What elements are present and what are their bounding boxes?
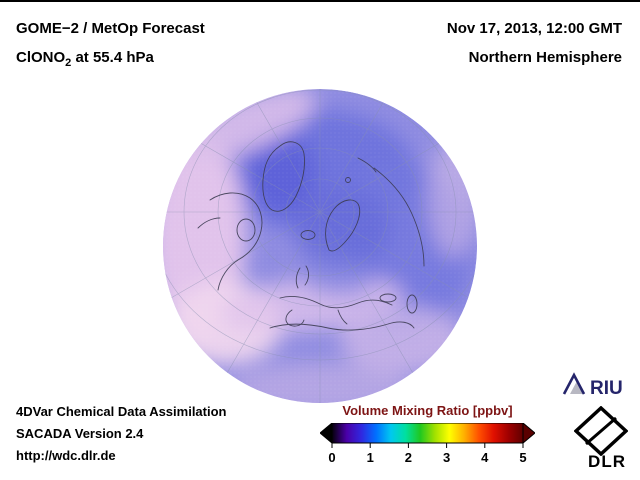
species-subscript: 2: [65, 57, 72, 69]
hemisphere-map: [162, 88, 478, 404]
footer-credits: 4DVar Chemical Data Assimilation SACADA …: [16, 401, 227, 467]
riu-mountain-shadow: [570, 381, 584, 394]
colorbar-tick: 0: [328, 450, 336, 465]
colorbar-left-arrow: [319, 421, 333, 445]
data-url: http://wdc.dlr.de: [16, 448, 116, 463]
colorbar-gradient-bar: [331, 422, 524, 444]
version-label: SACADA Version 2.4: [16, 426, 144, 441]
datetime-label: Nov 17, 2013, 12:00 GMT: [446, 20, 622, 37]
species-title: ClONO2 at 55.4 hPa: [16, 43, 205, 78]
riu-mountain-icon: [562, 372, 586, 395]
dlr-swoosh-icon: [585, 416, 617, 446]
species-name: ClONO: [16, 49, 66, 66]
map-coastlines: [197, 141, 425, 331]
header-left: GOME−2 / MetOp Forecast ClONO2 at 55.4 h…: [16, 14, 205, 78]
dlr-logo: [574, 406, 628, 456]
colorbar-tick: 4: [481, 450, 489, 465]
colorbar-tick: 5: [519, 450, 527, 465]
colorbar: Volume Mixing Ratio [ppbv] 0 1 2 3 4 5: [319, 403, 536, 469]
hemisphere-map-svg: [163, 89, 477, 403]
colorbar-tick-labels: 0 1 2 3 4 5: [325, 450, 530, 465]
dlr-logo-text: DLR: [588, 452, 626, 471]
colorbar-tick-marks: [331, 443, 524, 448]
colorbar-tick: 1: [366, 450, 374, 465]
species-level: at 55.4 hPa: [71, 49, 154, 66]
assimilation-label: 4DVar Chemical Data Assimilation: [16, 404, 227, 419]
dlr-diamond-icon: [574, 406, 628, 456]
logo-block: RIU DLR: [554, 368, 630, 472]
colorbar-tick: 2: [404, 450, 412, 465]
product-title: GOME−2 / MetOp Forecast: [16, 20, 205, 37]
colorbar-tick: 3: [442, 450, 451, 465]
colorbar-title: Volume Mixing Ratio [ppbv]: [342, 403, 513, 418]
riu-logo-text: RIU: [590, 378, 623, 399]
colorbar-right-arrow: [522, 421, 536, 445]
colorbar-scale: [319, 421, 536, 448]
riu-logo: RIU: [562, 372, 623, 399]
header-right: Nov 17, 2013, 12:00 GMT Northern Hemisph…: [447, 14, 622, 72]
region-label: Northern Hemisphere: [468, 49, 622, 66]
